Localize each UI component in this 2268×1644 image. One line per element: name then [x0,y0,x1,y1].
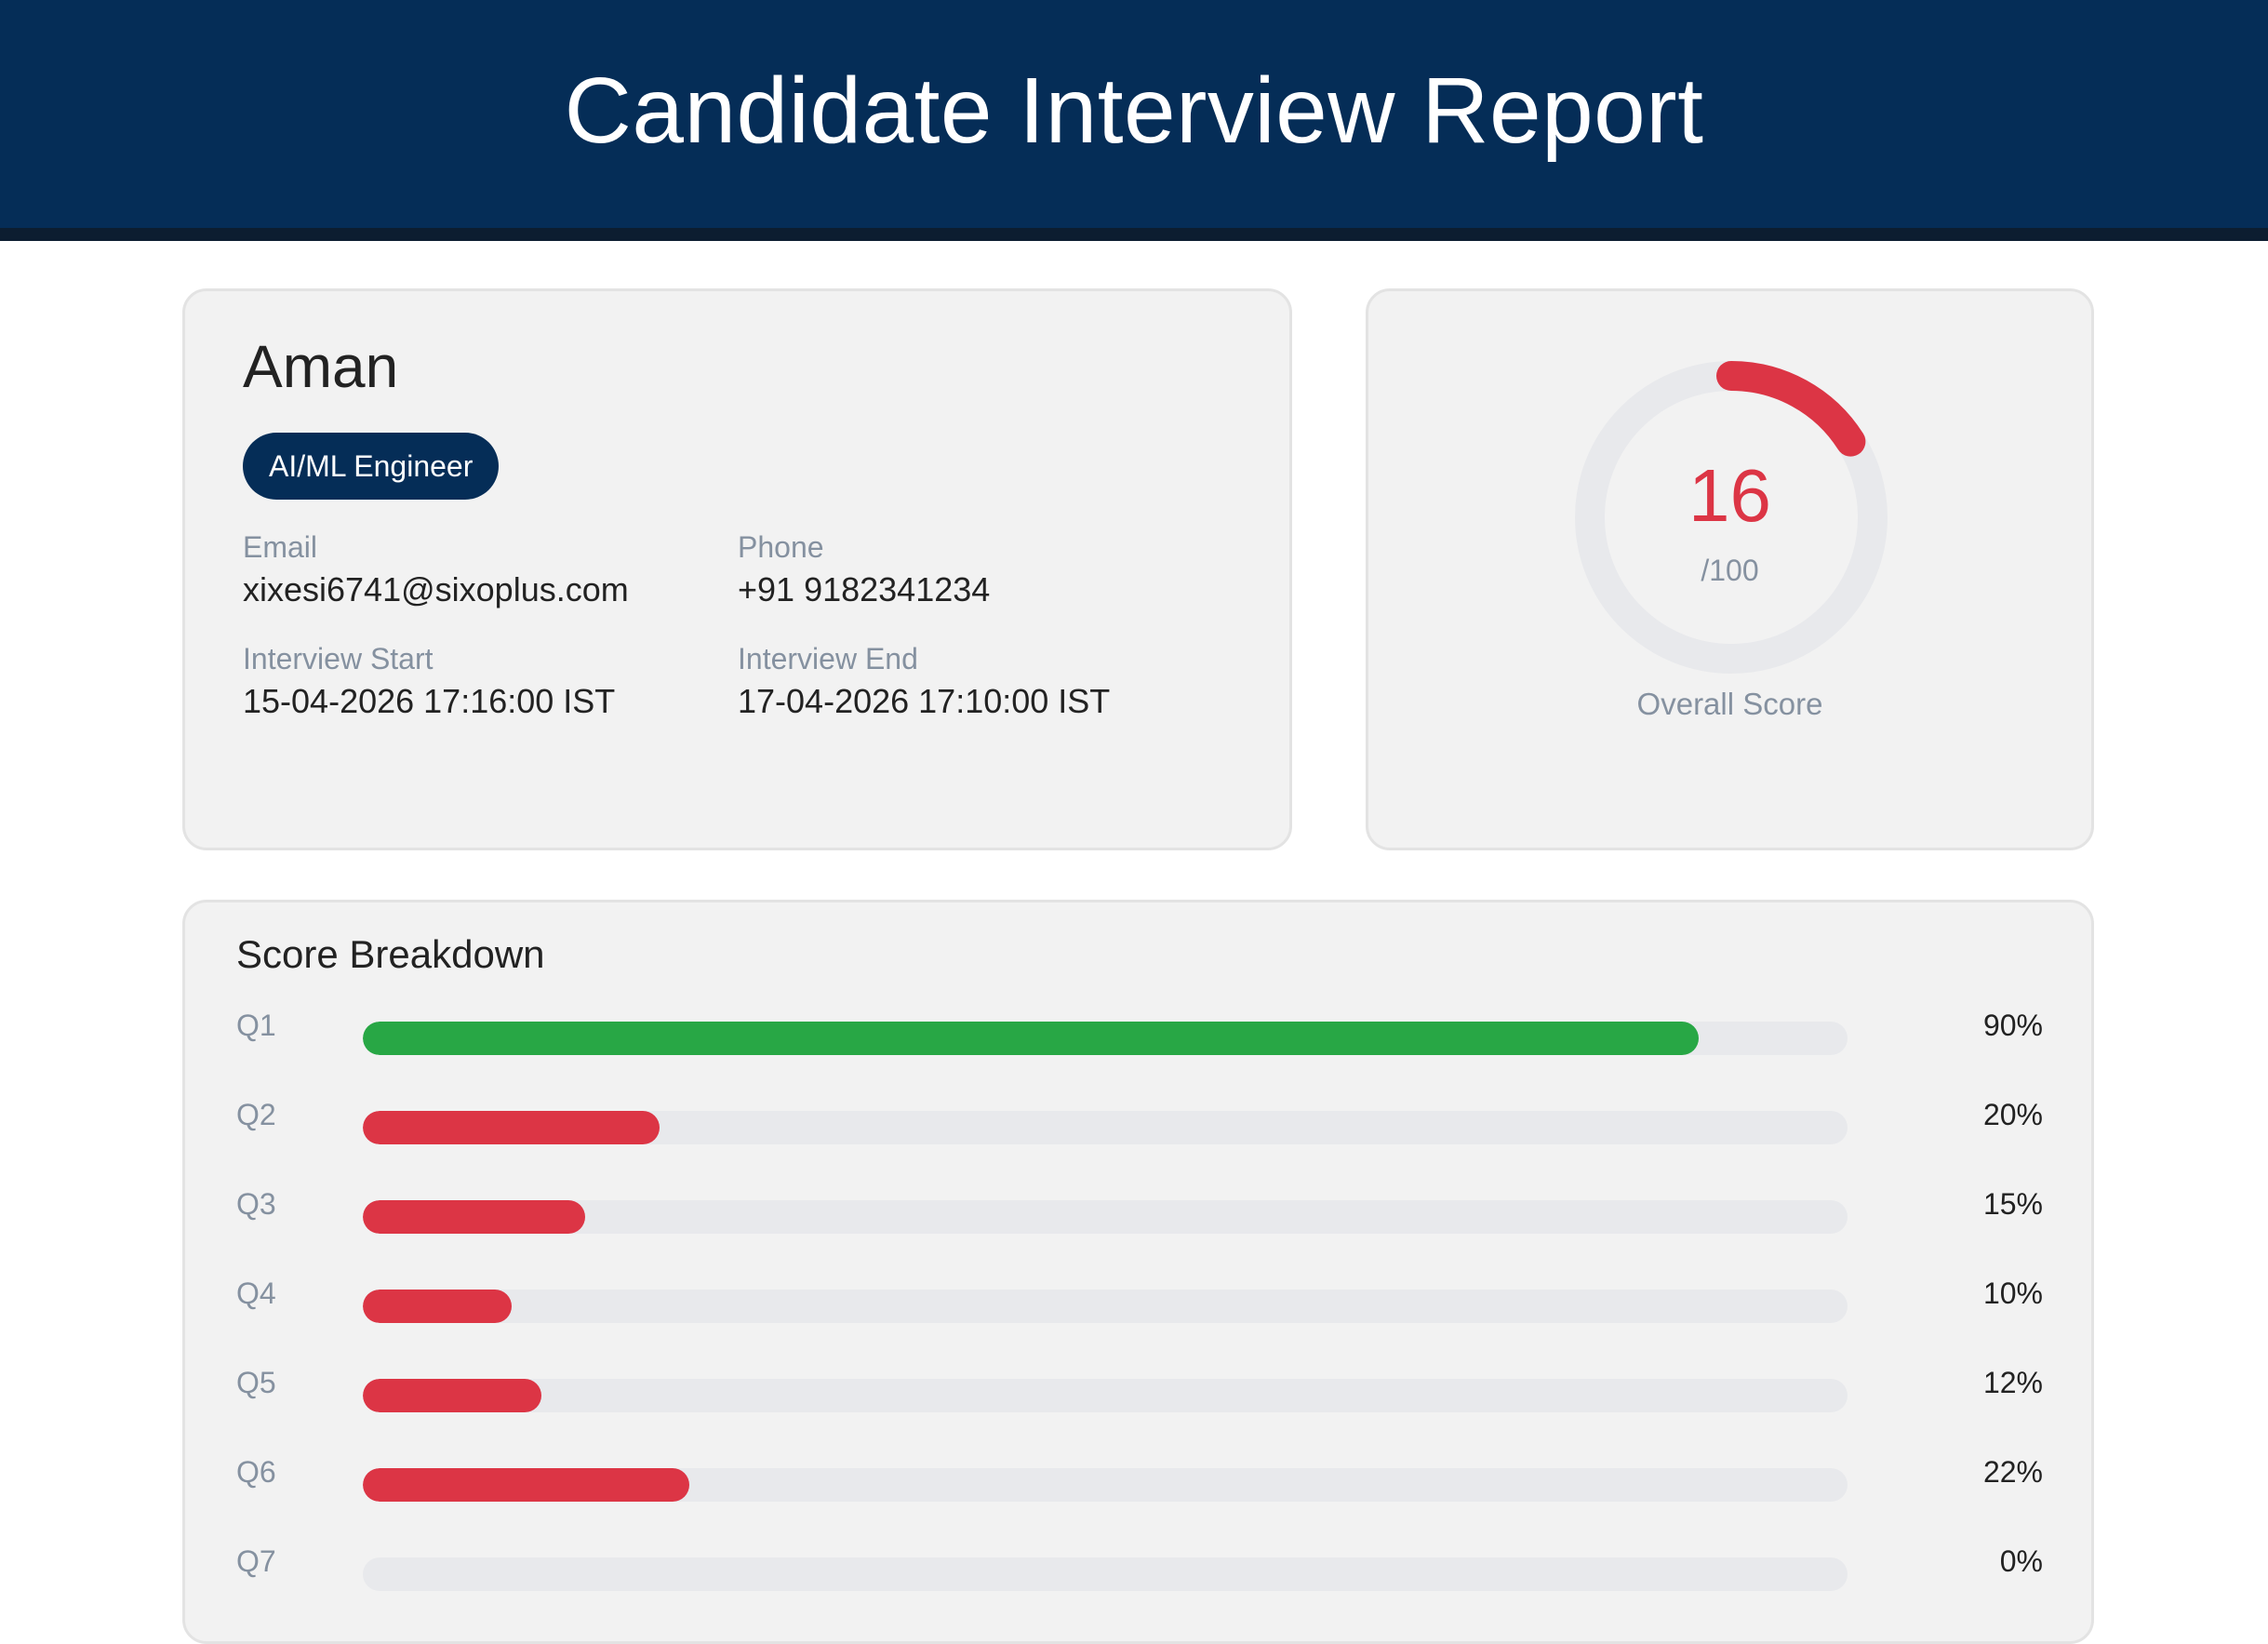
question-label: Q2 [236,1098,276,1131]
progress-fill [363,1379,541,1412]
question-percent: 0% [1999,1544,2043,1578]
progress-track [363,1379,1848,1412]
phone-label: Phone [738,530,824,564]
progress-fill [363,1468,690,1502]
progress-fill [363,1022,1700,1055]
interview-end-value: 17-04-2026 17:10:00 IST [738,682,1111,720]
question-percent: 22% [1982,1455,2043,1489]
phone-field: Phone +91 9182341234 [738,528,990,610]
interview-start-field: Interview Start 15-04-2026 17:16:00 IST [243,640,615,722]
score-value: 16 [1688,454,1771,537]
breakdown-list: Q1 90% Q2 20% Q3 15% Q4 10% Q5 12% Q6 22% Q7 0% [236,1007,2043,1632]
question-label: Q5 [236,1366,276,1399]
progress-fill [363,1111,660,1144]
breakdown-row: Q7 0% [236,1543,2043,1632]
email-label: Email [243,530,318,564]
email-field: Email xixesi6741@sixoplus.com [243,528,629,610]
breakdown-row: Q3 15% [236,1185,2043,1275]
score-gauge-arc [1575,361,1888,674]
role-badge: AI/ML Engineer [243,433,500,500]
breakdown-row: Q1 90% [236,1007,2043,1096]
progress-fill [363,1200,586,1234]
report-header: Candidate Interview Report [0,0,2268,228]
question-percent: 90% [1982,1009,2043,1042]
email-value: xixesi6741@sixoplus.com [243,570,629,608]
progress-track [363,1557,1848,1591]
progress-track [363,1468,1848,1502]
question-label: Q3 [236,1187,276,1221]
overall-score-card: 16 /100 Overall Score [1366,288,2094,850]
score-breakdown-card: Score Breakdown Q1 90% Q2 20% Q3 15% Q4 10% Q5 12… [182,900,2094,1644]
score-max: /100 [1701,554,1759,587]
interview-end-label: Interview End [738,642,918,675]
progress-fill [363,1290,512,1323]
candidate-name: Aman [243,333,399,400]
question-label: Q4 [236,1276,276,1310]
interview-start-label: Interview Start [243,642,434,675]
breakdown-row: Q2 20% [236,1096,2043,1185]
progress-track [363,1200,1848,1234]
question-percent: 12% [1982,1366,2043,1399]
breakdown-row: Q4 10% [236,1275,2043,1364]
question-label: Q7 [236,1544,276,1578]
phone-value: +91 9182341234 [738,570,991,608]
breakdown-title: Score Breakdown [236,932,545,976]
question-percent: 15% [1982,1187,2043,1221]
interview-end-field: Interview End 17-04-2026 17:10:00 IST [738,640,1110,722]
question-label: Q1 [236,1009,276,1042]
interview-start-value: 15-04-2026 17:16:00 IST [243,682,616,720]
score-gauge [1575,361,1888,674]
question-percent: 10% [1982,1276,2043,1310]
breakdown-row: Q6 22% [236,1453,2043,1543]
header-divider [0,228,2268,241]
candidate-info-card: Aman AI/ML Engineer Email xixesi6741@six… [182,288,1292,850]
question-label: Q6 [236,1455,276,1489]
progress-track [363,1111,1848,1144]
question-percent: 20% [1982,1098,2043,1131]
progress-track [363,1022,1848,1055]
progress-track [363,1290,1848,1323]
score-label: Overall Score [1636,687,1823,721]
breakdown-row: Q5 12% [236,1364,2043,1453]
page-title: Candidate Interview Report [564,59,1704,163]
